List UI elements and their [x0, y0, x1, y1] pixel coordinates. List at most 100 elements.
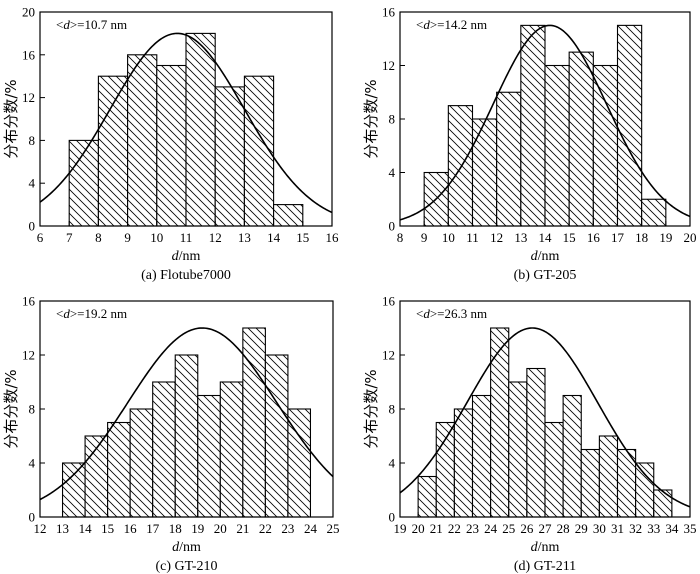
x-tick-label: 7 [66, 230, 73, 245]
histogram-bar [641, 198, 667, 227]
x-tick-label: 25 [327, 521, 340, 536]
x-tick-label: 20 [412, 521, 425, 536]
x-tick-label: 12 [34, 521, 47, 536]
x-tick-label: 11 [180, 230, 193, 245]
x-tick-label: 14 [539, 230, 553, 245]
annotation-variable: d [63, 306, 70, 321]
annotation-prefix: < [56, 306, 63, 321]
y-tick-label: 8 [389, 402, 396, 417]
x-tick-label: 14 [267, 230, 281, 245]
x-axis-variable: d [531, 249, 539, 264]
annotation-variable: d [423, 17, 430, 32]
gaussian-fit-curve [399, 24, 691, 221]
x-axis-unit: /nm [538, 540, 560, 555]
histogram-bar [635, 462, 655, 518]
x-tick-label: 9 [124, 230, 131, 245]
mean-diameter-annotation: <d>=26.3 nm [416, 306, 487, 321]
mean-diameter-annotation: <d>=19.2 nm [56, 306, 127, 321]
y-tick-label: 4 [29, 176, 36, 191]
y-tick-label: 16 [382, 5, 396, 20]
histogram-bar [520, 24, 546, 227]
x-tick-label: 12 [490, 230, 503, 245]
x-axis-variable: d [531, 540, 539, 555]
x-tick-label: 26 [520, 521, 534, 536]
annotation-value: >=14.2 nm [430, 17, 487, 32]
x-axis-unit: /nm [179, 249, 201, 264]
annotation-prefix: < [416, 306, 423, 321]
histogram-bar [97, 75, 129, 227]
histogram-bar [653, 489, 673, 518]
x-tick-label: 18 [635, 230, 648, 245]
y-tick-label: 12 [22, 348, 35, 363]
y-tick-label: 16 [22, 294, 36, 309]
x-tick-label: 19 [394, 521, 407, 536]
x-tick-label: 25 [502, 521, 515, 536]
y-tick-label: 0 [29, 510, 36, 525]
x-tick-label: 31 [611, 521, 624, 536]
x-tick-label: 20 [684, 230, 697, 245]
x-tick-label: 15 [101, 521, 114, 536]
x-tick-label: 32 [629, 521, 642, 536]
annotation-prefix: < [56, 17, 63, 32]
histogram-bar [152, 381, 176, 518]
panel-4: 19 20 21 22 23 24 25 26 27 28 29 30 31 32 33 34 35 0 4 8 12 1… [362, 294, 697, 574]
y-tick-label: 8 [389, 112, 396, 127]
annotation-variable: d [63, 17, 70, 32]
x-axis-unit: /nm [538, 249, 560, 264]
x-tick-label: 33 [647, 521, 660, 536]
y-tick-label: 8 [29, 133, 36, 148]
histogram-bar [273, 204, 304, 227]
x-tick-label: 9 [421, 230, 428, 245]
x-tick-label: 17 [146, 521, 160, 536]
x-axis-unit: /nm [179, 540, 201, 555]
y-tick-label: 16 [22, 47, 36, 62]
histogram-bar [471, 394, 492, 518]
mean-diameter-annotation: <d>=14.2 nm [416, 17, 487, 32]
x-tick-label: 30 [593, 521, 606, 536]
histogram-bar [526, 367, 546, 518]
x-axis-variable: d [172, 540, 180, 555]
x-tick-label: 12 [209, 230, 222, 245]
histogram-bar [185, 32, 216, 227]
panel-caption: (a) Flotube7000 [141, 268, 231, 283]
histogram-bar [68, 139, 99, 227]
histogram-bar [562, 394, 582, 518]
x-tick-label: 8 [397, 230, 404, 245]
x-tick-label: 17 [611, 230, 625, 245]
x-tick-label: 35 [684, 521, 697, 536]
annotation-value: >=10.7 nm [70, 17, 127, 32]
annotation-value: >=19.2 nm [70, 306, 127, 321]
gaussian-fit-curve [399, 327, 691, 508]
x-tick-label: 34 [665, 521, 679, 536]
x-tick-label: 20 [214, 521, 227, 536]
histogram-bar [435, 421, 455, 518]
y-axis-label: 分布分数/% [2, 79, 20, 158]
gaussian-fit-curve [39, 327, 334, 501]
x-tick-label: 11 [466, 230, 479, 245]
x-tick-label: 8 [95, 230, 102, 245]
histogram-bar [496, 91, 522, 227]
y-tick-label: 20 [22, 5, 35, 20]
histogram-bar [616, 24, 643, 227]
x-tick-label: 16 [326, 230, 340, 245]
histogram-bar [568, 51, 594, 227]
y-tick-label: 4 [29, 456, 36, 471]
histogram-bar [197, 394, 221, 518]
x-tick-label: 24 [304, 521, 318, 536]
y-tick-label: 16 [382, 294, 396, 309]
x-tick-label: 28 [557, 521, 570, 536]
histogram-bar [127, 54, 158, 227]
x-tick-label: 21 [236, 521, 249, 536]
histogram-bar [214, 86, 245, 227]
annotation-value: >=26.3 nm [430, 306, 487, 321]
histogram-bar [490, 327, 510, 518]
x-tick-label: 10 [150, 230, 163, 245]
histogram-bar [580, 448, 600, 518]
x-tick-label: 19 [659, 230, 672, 245]
histogram-bar [242, 327, 266, 518]
histogram-bar [61, 462, 86, 518]
x-tick-label: 23 [466, 521, 479, 536]
x-tick-label: 15 [563, 230, 576, 245]
